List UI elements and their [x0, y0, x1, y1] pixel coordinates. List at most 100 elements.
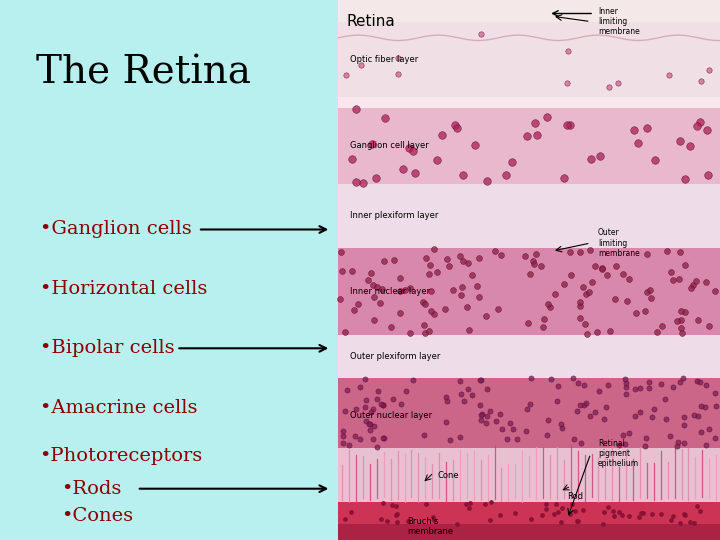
Text: Outer
limiting
membrane: Outer limiting membrane [598, 228, 639, 258]
Point [612, 79, 624, 88]
Point [672, 437, 684, 446]
Point [341, 71, 352, 79]
Point [539, 315, 550, 324]
Point [337, 438, 348, 447]
Point [374, 299, 386, 307]
Point [463, 326, 474, 335]
Point [629, 385, 640, 394]
Point [694, 377, 706, 386]
Point [531, 249, 542, 258]
Point [610, 295, 621, 304]
Point [641, 433, 652, 442]
Point [473, 293, 485, 302]
Point [639, 306, 651, 315]
Point [456, 282, 467, 291]
Point [377, 400, 389, 409]
Point [402, 516, 413, 525]
Point [490, 417, 502, 426]
Point [675, 248, 686, 256]
Point [675, 315, 686, 324]
Point [575, 247, 586, 256]
Point [678, 421, 690, 429]
Point [423, 270, 435, 279]
Point [693, 316, 704, 325]
Point [656, 510, 667, 518]
Point [582, 329, 593, 338]
Point [444, 262, 455, 271]
Point [339, 327, 351, 336]
Point [691, 377, 703, 386]
Point [526, 374, 537, 382]
Point [575, 314, 586, 322]
Point [585, 246, 596, 255]
Point [439, 305, 451, 314]
Point [335, 294, 346, 303]
Point [526, 515, 537, 524]
Point [525, 400, 536, 408]
Point [637, 509, 649, 517]
Point [420, 329, 431, 338]
Point [418, 297, 429, 306]
Bar [338, 378, 720, 448]
Point [500, 171, 512, 179]
Point [400, 387, 412, 396]
Point [379, 114, 391, 123]
Point [655, 380, 667, 389]
Point [696, 401, 707, 410]
Point [649, 156, 660, 164]
Point [619, 440, 631, 449]
Point [524, 270, 536, 279]
Point [462, 258, 474, 267]
Point [392, 70, 404, 78]
Point [673, 275, 685, 284]
Point [372, 443, 383, 451]
Point [355, 60, 366, 69]
Bar [338, 335, 720, 378]
Text: •Horizontal cells: •Horizontal cells [40, 280, 207, 298]
Point [355, 382, 366, 391]
Point [365, 269, 377, 278]
Point [535, 262, 546, 271]
Point [550, 500, 562, 508]
Point [455, 390, 467, 399]
Point [340, 515, 351, 524]
Point [469, 141, 480, 150]
Point [420, 500, 432, 508]
Point [467, 391, 478, 400]
Text: Inner plexiform layer: Inner plexiform layer [350, 212, 438, 220]
Point [444, 436, 456, 444]
Point [496, 424, 508, 433]
Point [371, 395, 382, 403]
Point [674, 518, 685, 527]
Point [372, 387, 384, 395]
Point [630, 309, 642, 318]
Point [591, 328, 603, 336]
Point [667, 275, 679, 284]
Bar [338, 184, 720, 248]
Point [368, 293, 379, 301]
Point [699, 403, 711, 411]
Point [420, 253, 431, 262]
Point [603, 503, 614, 511]
Point [408, 147, 419, 156]
Point [473, 254, 485, 262]
Point [584, 288, 595, 296]
Point [367, 405, 379, 414]
Point [341, 386, 353, 395]
Point [336, 247, 347, 256]
Point [601, 271, 613, 279]
Bar [338, 524, 720, 540]
Point [399, 285, 410, 294]
Point [629, 411, 641, 420]
Point [391, 518, 402, 526]
Bar [338, 108, 720, 184]
Point [701, 441, 712, 450]
Point [665, 268, 677, 276]
Point [529, 119, 541, 127]
Point [337, 432, 348, 441]
Point [577, 283, 589, 292]
Point [495, 250, 507, 259]
Point [598, 519, 609, 528]
Point [454, 377, 466, 386]
Point [675, 323, 687, 332]
